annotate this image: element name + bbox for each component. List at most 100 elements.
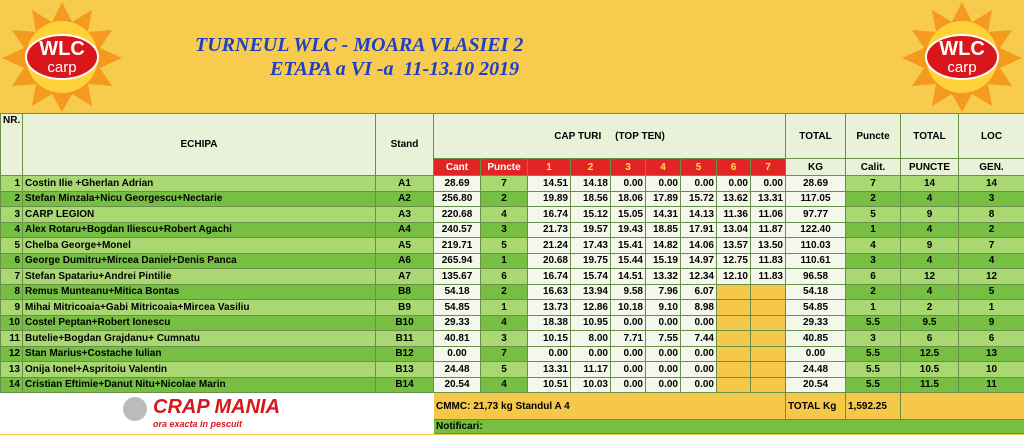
catch-weight: 19.89 [527,190,571,207]
puncte: 7 [480,345,528,362]
header-cell: 1 [527,158,571,176]
header-text: (TOP TEN) [615,130,665,142]
calit: 3 [845,330,901,347]
table-row: 11 Butelie+Bogdan Grajdanu+ Cumnatu B11 40.… [0,330,1024,347]
stand: B8 [375,283,434,300]
logo-right: WLC carp [902,2,1022,112]
stand: A7 [375,268,434,285]
calit: 3 [845,252,901,269]
row-number: 10 [0,314,23,331]
calit: 6 [845,268,901,285]
row-number: 1 [0,175,23,192]
total-puncte: 9 [900,237,959,254]
catch-weight: 21.73 [527,221,571,238]
row-number: 12 [0,345,23,362]
total-kg: 54.18 [785,283,846,300]
header-cell: 7 [750,158,786,176]
puncte: 7 [480,175,528,192]
row-number: 2 [0,190,23,207]
stand: A2 [375,190,434,207]
total-label: TOTAL Kg [785,392,846,420]
catch-weight: 0.00 [680,175,717,192]
total-kg: 110.03 [785,237,846,254]
team-name: Mihai Mitricoaia+Gabi Mitricoaia+Mircea … [22,299,376,316]
cant: 0.00 [433,345,481,362]
row-number: 6 [0,252,23,269]
puncte: 2 [480,190,528,207]
footer-fill [900,392,1024,420]
loc: 8 [958,206,1024,223]
catch-weight: 13.50 [750,237,786,254]
total-kg: 117.05 [785,190,846,207]
empty-cell [716,376,751,393]
header-cell: 4 [645,158,681,176]
puncte: 4 [480,376,528,393]
subtitle: ETAPA a VI -a 11-13.10 2019 [270,58,520,80]
cmmc: CMMC: 21,73 kg Standul A 4 [433,392,786,420]
loc: 4 [958,252,1024,269]
catch-weight: 7.55 [645,330,681,347]
stand: B13 [375,361,434,378]
row-number: 8 [0,283,23,300]
total-puncte: 2 [900,299,959,316]
team-name: Stefan Minzala+Nicu Georgescu+Nectarie [22,190,376,207]
catch-weight: 19.75 [570,252,611,269]
calit: 1 [845,299,901,316]
sponsor-name: CRAP MANIA [153,396,280,418]
cant: 220.68 [433,206,481,223]
catch-weight: 0.00 [680,376,717,393]
cant: 54.85 [433,299,481,316]
header-row: NR. ECHIPA Stand CAP TURI (TOP TEN) TOTA… [0,113,1024,176]
catch-weight: 0.00 [610,345,646,362]
cant: 29.33 [433,314,481,331]
catch-weight: 9.10 [645,299,681,316]
catch-weight: 14.51 [610,268,646,285]
total-kg: 110.61 [785,252,846,269]
calit: 5 [845,206,901,223]
team-name: Costel Peptan+Robert Ionescu [22,314,376,331]
total-puncte: 4 [900,221,959,238]
stand: B10 [375,314,434,331]
total-puncte: 12 [900,268,959,285]
table-row: 9 Mihai Mitricoaia+Gabi Mitricoaia+Mircea… [0,299,1024,316]
catch-weight: 8.00 [570,330,611,347]
logo-text: WLC [939,38,985,60]
empty-cell [750,345,786,362]
logo-text: WLC [39,38,85,60]
puncte: 3 [480,221,528,238]
table-row: 10 Costel Peptan+Robert Ionescu B10 29.33 4 1… [0,314,1024,331]
table-row: 6 George Dumitru+Mircea Daniel+Denis Panc… [0,252,1024,269]
total-puncte: 11.5 [900,376,959,393]
catch-weight: 13.31 [527,361,571,378]
total-value: 1,592.25 [845,392,901,420]
catch-weight: 13.04 [716,221,751,238]
total-kg: 24.48 [785,361,846,378]
header-cell: NR. [0,113,23,176]
puncte: 4 [480,314,528,331]
stand: B11 [375,330,434,347]
catch-weight: 14.31 [645,206,681,223]
team-name: Chelba George+Monel [22,237,376,254]
cant: 20.54 [433,376,481,393]
catch-weight: 15.41 [610,237,646,254]
sponsor-cell: CRAP MANIA ora exacta in pescuit [0,392,434,434]
team-name: Onija Ionel+Aspritoiu Valentin [22,361,376,378]
total-puncte: 9 [900,206,959,223]
results-table: NR. ECHIPA Stand CAP TURI (TOP TEN) TOTA… [0,113,1024,434]
catch-weight: 11.83 [750,268,786,285]
header-cell: ECHIPA [22,113,376,176]
calit: 5.5 [845,345,901,362]
catch-weight: 15.44 [610,252,646,269]
catch-weight: 0.00 [716,175,751,192]
catch-weight: 14.18 [570,175,611,192]
empty-cell [716,330,751,347]
stand: B12 [375,345,434,362]
catch-weight: 13.73 [527,299,571,316]
loc: 5 [958,283,1024,300]
team-name: Stefan Spatariu+Andrei Pintilie [22,268,376,285]
catch-weight: 11.87 [750,221,786,238]
header-cell: CAP TURI (TOP TEN) [433,113,786,159]
notes: Notificari: [433,419,1024,434]
catch-weight: 0.00 [570,345,611,362]
total-puncte: 4 [900,190,959,207]
